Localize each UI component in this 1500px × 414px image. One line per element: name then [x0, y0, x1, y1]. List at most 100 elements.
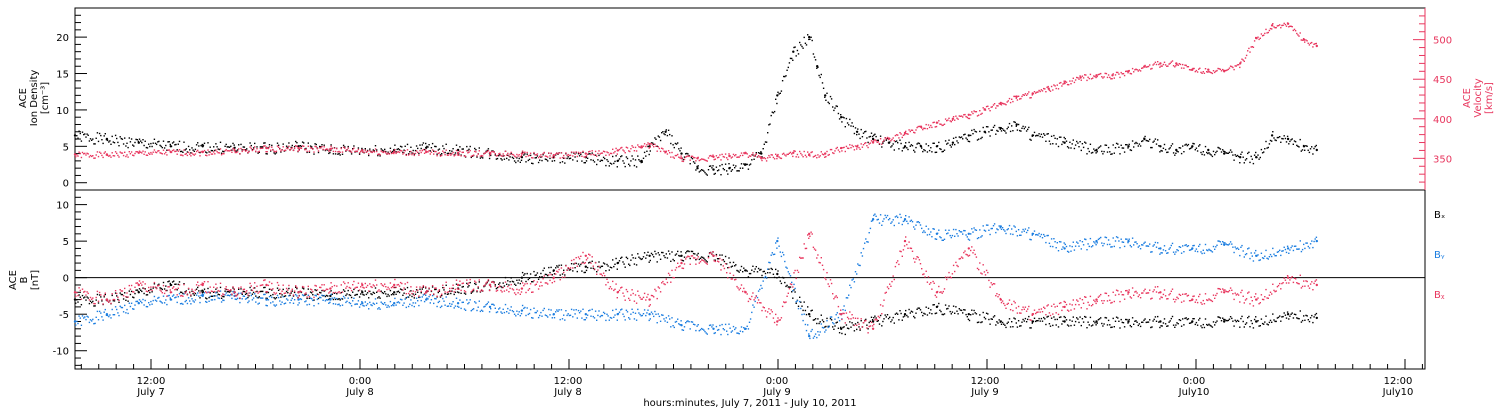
velocity-mark [113, 155, 114, 156]
density-mark [1195, 149, 1196, 150]
bx-mark [544, 268, 545, 269]
density-mark [671, 135, 672, 136]
by-mark [444, 305, 445, 306]
bx-mark [799, 297, 800, 298]
by-mark [1077, 243, 1078, 244]
by-mark [1150, 251, 1151, 252]
density-mark [579, 155, 580, 156]
density-mark [800, 44, 801, 45]
by-mark [664, 320, 665, 321]
density-mark [580, 154, 581, 155]
velocity-mark [230, 150, 231, 151]
velocity-mark [570, 155, 571, 156]
density-mark [857, 128, 858, 129]
by-mark [678, 323, 679, 324]
by-mark [774, 254, 775, 255]
bx-mark [767, 272, 768, 273]
bx-mark [520, 283, 521, 284]
by-mark [90, 319, 91, 320]
bx-mark [409, 294, 410, 295]
bx-mark [508, 284, 509, 285]
velocity-mark [662, 148, 663, 149]
density-mark [881, 146, 882, 147]
bz-mark [109, 300, 110, 301]
by-mark [864, 243, 865, 244]
bx-mark [311, 292, 312, 293]
density-mark [1111, 153, 1112, 154]
bx-mark [912, 311, 913, 312]
density-mark [181, 151, 182, 152]
velocity-mark [918, 126, 919, 127]
density-mark [1020, 130, 1021, 131]
bx-mark [1163, 322, 1164, 323]
bx-mark [175, 284, 176, 285]
bx-mark [1316, 313, 1317, 314]
density-mark [988, 131, 989, 132]
by-mark [277, 295, 278, 296]
bx-mark [928, 308, 929, 309]
velocity-mark [1211, 72, 1212, 73]
bx-mark [659, 254, 660, 255]
bz-mark [98, 301, 99, 302]
density-mark [760, 151, 761, 152]
velocity-mark [806, 156, 807, 157]
density-mark [965, 137, 966, 138]
bx-mark [143, 293, 144, 294]
velocity-mark [817, 154, 818, 155]
density-mark [314, 143, 315, 144]
density-mark [773, 112, 774, 113]
by-mark [613, 317, 614, 318]
density-mark [1265, 141, 1266, 142]
by-mark [667, 322, 668, 323]
bz-mark [351, 290, 352, 291]
by-mark [607, 315, 608, 316]
by-mark [1246, 253, 1247, 254]
velocity-mark [330, 146, 331, 147]
by-mark [1038, 233, 1039, 234]
velocity-mark [1110, 78, 1111, 79]
by-mark [253, 297, 254, 298]
by-mark [731, 331, 732, 332]
by-mark [1224, 242, 1225, 243]
bx-mark [1198, 319, 1199, 320]
bx-mark [805, 310, 806, 311]
bz-mark [183, 284, 184, 285]
by-mark [452, 301, 453, 302]
velocity-mark-point [1143, 65, 1145, 67]
by-mark [305, 300, 306, 301]
bx-mark-point [1316, 317, 1318, 319]
by-mark [1115, 240, 1116, 241]
bx-mark [537, 272, 538, 273]
velocity-mark [384, 151, 385, 152]
density-mark [784, 76, 785, 77]
by-mark [1205, 244, 1206, 245]
by-mark [342, 305, 343, 306]
bz-mark [134, 287, 135, 288]
velocity-mark [519, 154, 520, 155]
bx-mark [89, 303, 90, 304]
velocity-mark [133, 155, 134, 156]
density-mark [613, 163, 614, 164]
by-mark [1107, 244, 1108, 245]
velocity-mark [1165, 64, 1166, 65]
bx-mark [916, 309, 917, 310]
bx-mark [1045, 324, 1046, 325]
bx-mark [384, 291, 385, 292]
bx-mark [448, 293, 449, 294]
density-mark [915, 147, 916, 148]
bx-mark [1205, 318, 1206, 319]
by-mark [743, 327, 744, 328]
by-mark [385, 304, 386, 305]
by-mark [955, 229, 956, 230]
bx-mark [538, 279, 539, 280]
bx-mark [776, 277, 777, 278]
by-mark [929, 234, 930, 235]
by-mark-point [1063, 247, 1065, 249]
density-mark-point [1095, 149, 1097, 151]
velocity-mark [987, 106, 988, 107]
density-mark [1079, 141, 1080, 142]
by-mark [934, 229, 935, 230]
velocity-mark [397, 151, 398, 152]
density-mark [369, 148, 370, 149]
density-mark [351, 153, 352, 154]
